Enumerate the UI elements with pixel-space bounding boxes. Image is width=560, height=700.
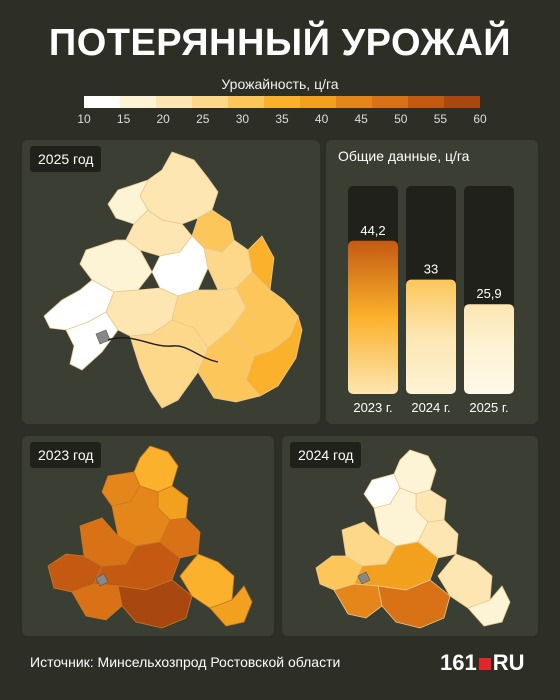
- legend-swatch: [264, 96, 300, 108]
- map-2023-label: 2023 год: [30, 442, 102, 468]
- legend-tick: 40: [314, 112, 329, 126]
- region-south-west: [71, 583, 123, 621]
- legend-swatch: [336, 96, 372, 108]
- region-north: [393, 449, 437, 495]
- region-south-west: [333, 583, 383, 619]
- bar-2024 г.: [406, 279, 456, 394]
- legend-tick: 20: [156, 112, 170, 126]
- map-panel-2025: 2025 год: [22, 140, 320, 424]
- map-panel-2024: 2024 год: [282, 436, 538, 636]
- legend-swatch: [120, 96, 156, 108]
- region-center: [151, 235, 209, 297]
- bar-2023 г.: [348, 240, 398, 394]
- bar-value-label: 44,2: [360, 223, 385, 238]
- page-title: ПОТЕРЯННЫЙ УРОЖАЙ: [48, 22, 512, 64]
- legend-tick: 45: [354, 112, 368, 126]
- bar-2025 г.: [464, 304, 514, 394]
- bar-value-label: 25,9: [476, 286, 501, 301]
- legend-swatch: [300, 96, 336, 108]
- totals-title: Общие данные, ц/га: [338, 148, 470, 164]
- region-east-north: [247, 235, 275, 291]
- legend-label: Урожайность, ц/га: [221, 76, 339, 92]
- region-west: [79, 239, 153, 293]
- legend-ticks: 10 15 20 25 30 35 40 45 50 55 60: [0, 112, 560, 128]
- bar-year-label: 2024 г.: [411, 400, 450, 415]
- city-rostov: [357, 571, 371, 585]
- city-rostov: [95, 573, 109, 587]
- legend-tick: 25: [196, 112, 210, 126]
- totals-bar-chart: 44,2 2023 г. 33 2024 г. 25,9 2025 г.: [348, 186, 514, 415]
- map-panel-2023: 2023 год: [22, 436, 274, 636]
- map-2025-label: 2025 год: [30, 146, 102, 172]
- bar-year-label: 2023 г.: [353, 400, 392, 415]
- bar-value-label: 33: [424, 262, 438, 277]
- region-south: [117, 579, 193, 629]
- map-2024-label: 2024 год: [290, 442, 362, 468]
- legend-tick: 50: [394, 112, 408, 126]
- logo-number: 161: [440, 650, 477, 675]
- legend-swatch: [408, 96, 444, 108]
- logo-ru: RU: [492, 650, 525, 675]
- legend-swatch: [192, 96, 228, 108]
- region-north: [133, 445, 179, 493]
- map-2025: [43, 151, 303, 409]
- region-far-south: [197, 329, 261, 403]
- totals-panel: Общие данные, ц/га 44,2 2023 г. 33 2024 г. 2…: [326, 140, 538, 424]
- legend-tick: 15: [116, 112, 131, 126]
- legend-swatch: [84, 96, 120, 108]
- legend-swatch: [444, 96, 480, 108]
- brand-logo[interactable]: 161 RU: [440, 650, 525, 676]
- logo-square-icon: [478, 658, 491, 670]
- legend-tick: 30: [235, 112, 250, 126]
- legend-tick: 10: [77, 112, 91, 126]
- color-legend: [84, 96, 480, 108]
- legend-tick: 55: [433, 112, 448, 126]
- river-don: [107, 337, 219, 363]
- map-2024: [315, 449, 511, 629]
- legend-swatch: [228, 96, 264, 108]
- region-far-east: [467, 585, 511, 627]
- legend-tick: 60: [473, 112, 487, 126]
- bar-year-label: 2025 г.: [469, 400, 508, 415]
- region-south: [377, 579, 451, 629]
- legend-swatch: [156, 96, 192, 108]
- map-2023: [47, 445, 253, 629]
- legend-tick: 35: [275, 112, 289, 126]
- region-far-east: [209, 585, 253, 627]
- source-note: Источник: Минсельхозпрод Ростовской обла…: [30, 654, 341, 670]
- legend-swatch: [372, 96, 408, 108]
- region-south-west: [65, 311, 119, 371]
